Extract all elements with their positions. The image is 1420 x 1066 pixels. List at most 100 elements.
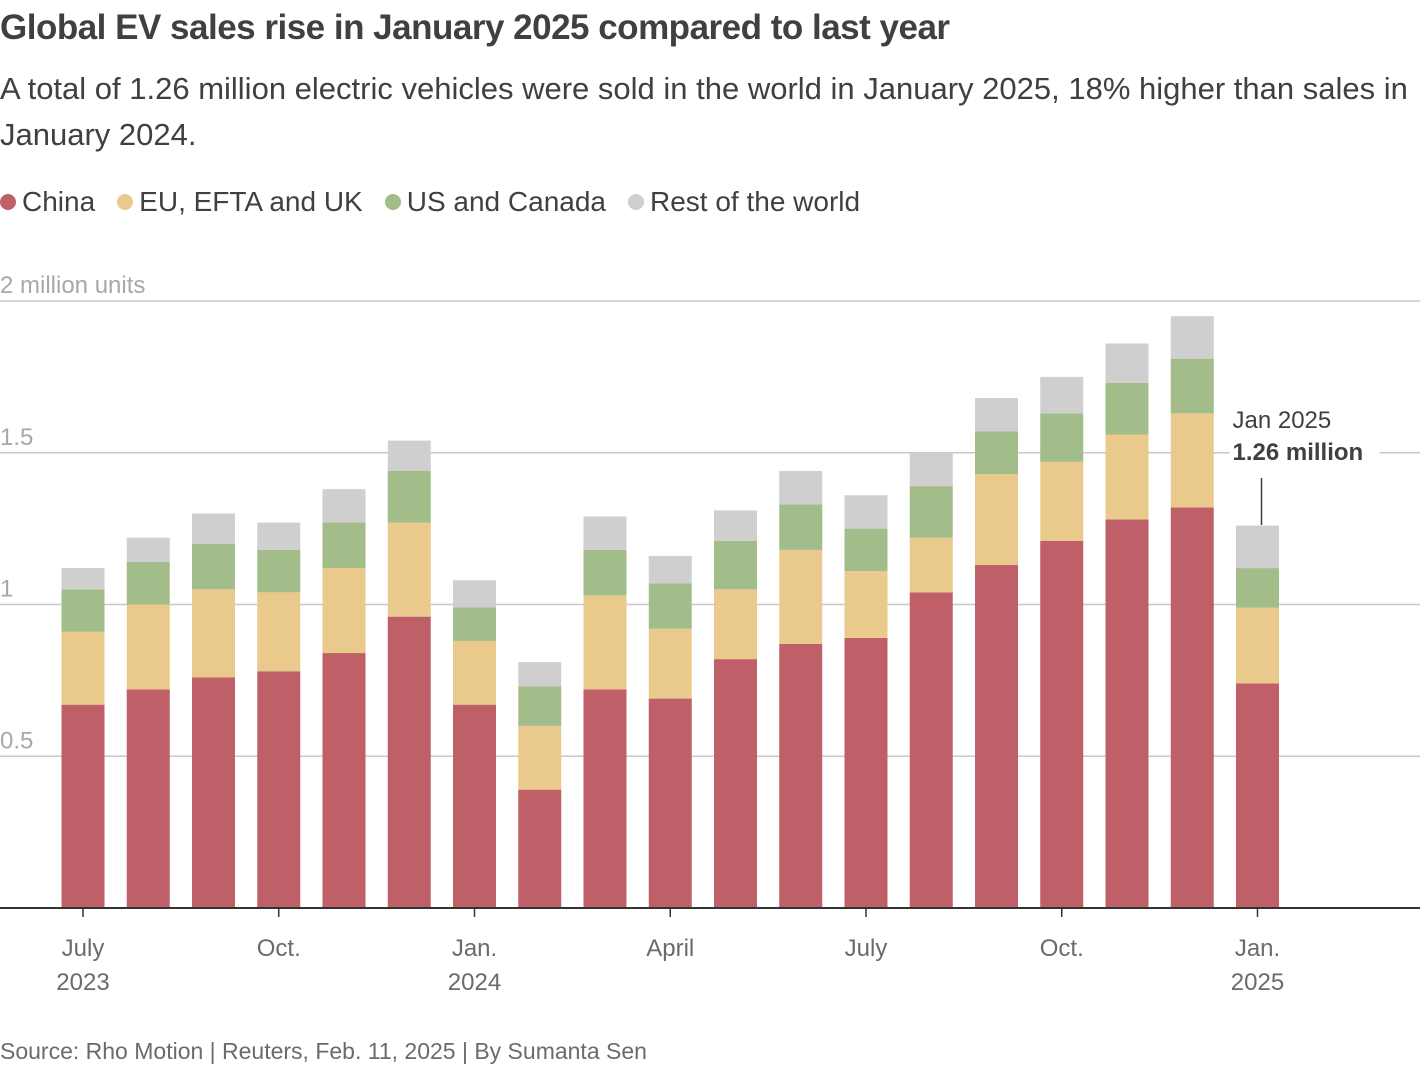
bar-segment [583, 595, 627, 690]
annotation-value: 1.26 million [1233, 439, 1364, 466]
bar-segment [453, 580, 496, 608]
source-note: Source: Rho Motion | Reuters, Feb. 11, 2… [0, 1038, 647, 1064]
bar-segment [518, 686, 562, 726]
bar-segment [453, 704, 496, 908]
y-tick-label: 2 million units [0, 272, 145, 299]
bar-segment [844, 495, 888, 529]
chart-title: Global EV sales rise in January 2025 com… [0, 8, 950, 47]
x-tick-label: Oct. [257, 935, 301, 962]
bar-segment [257, 522, 301, 550]
bar-segment [257, 549, 301, 593]
bar-segment [714, 589, 757, 660]
bar-segment [975, 431, 1018, 474]
bar-segment [1040, 413, 1084, 462]
x-tick-label-year: 2025 [1231, 969, 1284, 996]
bar-segment [1040, 461, 1084, 541]
bar-segment [909, 486, 953, 538]
bar-segment [909, 452, 953, 487]
legend-label: Rest of the world [650, 186, 861, 217]
bar-segment [126, 689, 170, 908]
bar-segment [909, 537, 953, 593]
bar-segment [1236, 525, 1279, 569]
x-tick-label: July [62, 935, 105, 962]
bar-segment [779, 549, 823, 644]
legend-swatch [384, 194, 401, 210]
y-tick-label: 1 [0, 576, 13, 603]
bar-segment [322, 489, 366, 523]
bar-segment [844, 637, 888, 908]
bar-segment [844, 528, 888, 572]
x-tick-label: April [646, 935, 694, 962]
bar-segment [192, 513, 235, 544]
bar-segment [1236, 568, 1279, 608]
bar-segment [61, 568, 105, 590]
bar-segment [453, 607, 496, 641]
x-tick-label: Oct. [1040, 935, 1084, 962]
bar-segment [975, 565, 1018, 908]
bar-segment [648, 555, 692, 584]
legend-label: China [22, 186, 96, 217]
bar-segment [1040, 376, 1084, 414]
bar-segment [1236, 607, 1279, 684]
bar-segment [322, 568, 366, 654]
bar-segment [975, 398, 1018, 432]
bar-segment [583, 549, 627, 596]
bar-segment [1105, 382, 1149, 435]
y-tick-label: 1.5 [0, 424, 33, 451]
legend: China EU, EFTA and UK US and Canada Rest of… [0, 186, 860, 218]
bar-segment [192, 677, 235, 908]
bar-segment [453, 640, 496, 705]
x-tick-label-year: 2023 [56, 969, 109, 996]
bar-segment [126, 562, 170, 605]
bar-segment [61, 631, 105, 705]
bar-segment [648, 698, 692, 908]
x-tick-label: Jan. [1235, 935, 1280, 962]
bar-segment [1170, 413, 1214, 508]
bar-segment [61, 589, 105, 632]
bar-segment [1170, 316, 1214, 359]
bar-segment [975, 473, 1018, 566]
annotation-background [1229, 404, 1380, 464]
bar-segment [192, 543, 235, 590]
bar-segment [583, 516, 627, 550]
bar-segment [126, 604, 170, 690]
x-tick-label-year: 2024 [448, 969, 501, 996]
bar-segment [714, 659, 757, 908]
bar-segment [192, 589, 235, 678]
bar-segment [257, 592, 301, 672]
bar-segment [518, 725, 562, 790]
x-tick-label: July [845, 935, 888, 962]
bar-segment [714, 510, 757, 541]
bar-segment [387, 470, 431, 523]
bar-segment [1170, 507, 1214, 908]
bar-segment [844, 571, 888, 638]
bar-segment [648, 628, 692, 699]
chart-subtitle: A total of 1.26 million electric vehicle… [0, 71, 1408, 152]
legend-item: EU, EFTA and UK [117, 186, 363, 218]
legend-label: EU, EFTA and UK [139, 186, 363, 217]
bar-segment [779, 470, 823, 505]
annotation-label: Jan 2025 [1233, 407, 1332, 434]
bar-segment [322, 522, 366, 569]
bar-segment [583, 689, 627, 908]
legend-item: Rest of the world [628, 186, 860, 218]
bar-segment [648, 583, 692, 629]
bar-segment [126, 537, 170, 563]
bar-segment [387, 522, 431, 617]
bar-segment [779, 504, 823, 550]
bar-segment [518, 789, 562, 908]
legend-swatch [117, 194, 134, 210]
bar-segment [1105, 434, 1149, 520]
bar-segment [257, 671, 301, 908]
bar-segment [909, 592, 953, 908]
bar-segment [1105, 519, 1149, 908]
bar-segment [779, 643, 823, 908]
x-tick-label: Jan. [452, 935, 497, 962]
bar-segment [387, 440, 431, 471]
legend-item: China [0, 186, 95, 218]
legend-swatch [0, 194, 16, 210]
bar-segment [1170, 358, 1214, 414]
bar-segment [322, 653, 366, 908]
bar-segment [518, 662, 562, 687]
legend-swatch [628, 194, 644, 210]
